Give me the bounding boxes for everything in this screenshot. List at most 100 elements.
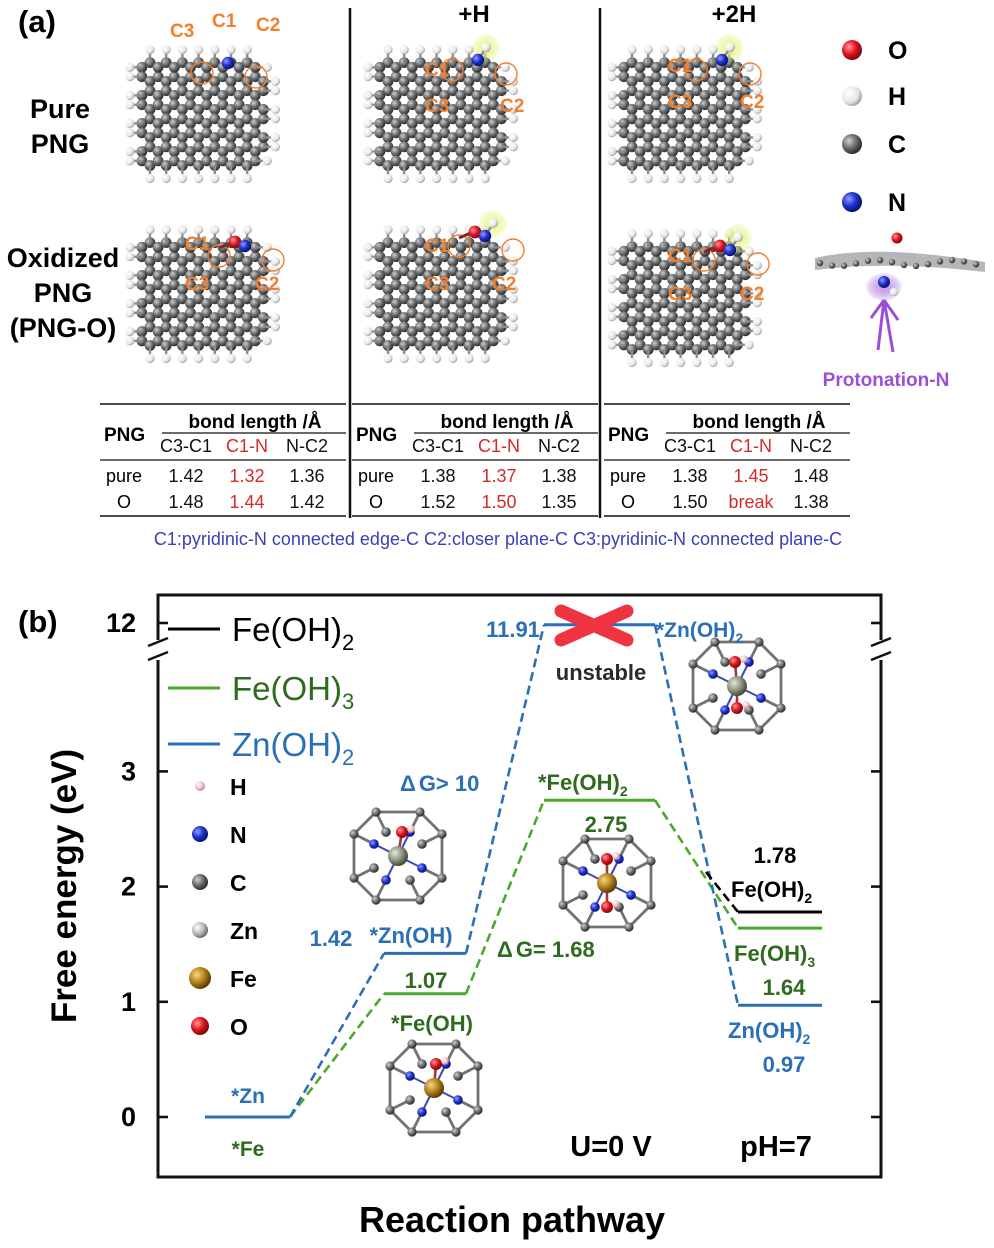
carbon-atom	[423, 99, 434, 111]
carbon-atom	[447, 132, 459, 143]
carbon-atom	[447, 160, 459, 171]
carbon-atom	[659, 160, 670, 171]
carbon-atom	[479, 284, 491, 295]
carbon-atom	[437, 873, 447, 883]
carbon-atom	[723, 316, 735, 327]
carbon-atom	[201, 307, 213, 319]
carbon-atom	[225, 321, 237, 333]
carbon-atom	[479, 104, 491, 115]
carbon-atom	[185, 270, 196, 281]
carbon-atom	[249, 99, 261, 111]
zn-oh-label: *Zn(OH)	[369, 923, 452, 948]
carbon-atom	[144, 113, 156, 125]
edge-hydrogens	[363, 225, 518, 364]
carbon-atom	[185, 279, 196, 291]
carbon-atom	[177, 293, 188, 305]
legend-atom-h-label: H	[230, 774, 247, 800]
defect-site	[692, 224, 770, 276]
table-row-label: O	[621, 492, 635, 512]
nitrogen-atom	[453, 1095, 463, 1105]
carbon-atom	[177, 256, 188, 267]
carbon-atom	[423, 71, 434, 83]
hydrogen-atom	[242, 173, 252, 184]
carbon-atom	[479, 132, 491, 143]
carbon-atom	[691, 85, 703, 97]
carbon-atom	[455, 241, 467, 253]
final-fe3-value: 1.64	[763, 975, 807, 1000]
atom-label-c3: C3	[170, 21, 194, 42]
carbon-atom	[710, 637, 720, 647]
hydrogen-atom	[752, 142, 763, 152]
carbon-atom	[659, 297, 670, 309]
atom-layer	[136, 57, 269, 171]
nitrogen-atom	[720, 705, 730, 715]
carbon-atom	[876, 256, 884, 264]
carbon-atom	[642, 316, 654, 327]
table-corner: PNG	[104, 425, 145, 446]
carbon-atom	[405, 1095, 415, 1105]
carbon-atom	[691, 316, 703, 327]
c2-marker	[261, 248, 285, 272]
carbon-atom	[471, 335, 483, 347]
carbon-atom	[423, 307, 434, 319]
table-header: bond length /Å	[441, 412, 574, 433]
carbon-atom	[168, 99, 180, 111]
hydrogen-atom	[607, 302, 617, 313]
carbon-atom	[708, 693, 718, 703]
condition-potential: U=0 V	[570, 1131, 652, 1163]
carbon-atom	[642, 132, 654, 143]
carbon-atom	[201, 298, 213, 309]
carbon-atom	[675, 104, 686, 115]
carbon-atom	[463, 284, 475, 295]
carbon-atom	[177, 85, 188, 97]
carbon-atom	[177, 312, 188, 323]
hydrogen-atom	[270, 86, 280, 96]
carbon-atom	[626, 866, 636, 876]
carbon-atom	[209, 340, 221, 351]
carbon-atom	[144, 256, 156, 267]
hydrogen-atom	[125, 280, 135, 290]
hydrogen-atom	[226, 353, 236, 364]
carbon-atom	[487, 90, 499, 101]
panel-b: (b) Free energy (eV) Reaction pathway 0 1…	[18, 593, 892, 1240]
table-column-header: C1-N	[226, 436, 268, 456]
atom-label-c3: C3	[425, 96, 449, 117]
carbon-atom	[710, 725, 720, 735]
carbon-atom	[659, 288, 670, 299]
axis-break-mark	[870, 650, 892, 662]
carbon-atom	[349, 829, 359, 839]
carbon-atom	[650, 99, 662, 111]
carbon-atom	[415, 256, 426, 267]
hydrogen-atom	[363, 298, 373, 309]
hydrogen-atom	[270, 294, 280, 304]
carbon-atom	[642, 344, 654, 355]
hydrogen-atom	[399, 45, 409, 55]
carbon-atom	[471, 307, 483, 319]
hydrogen-atom	[607, 90, 617, 100]
hydrogen-atom	[432, 45, 442, 55]
ring-bond	[455, 1043, 479, 1067]
bond-length-tables: PNG bond length /Å C3-C1 C1-N N-C2 pure 1.42 1.…	[100, 403, 850, 517]
carbon-atom	[659, 325, 670, 337]
side-view-sheet	[815, 251, 985, 272]
legend-atom-o-label: O	[230, 1014, 248, 1040]
fe-oh-value: 1.07	[405, 968, 448, 993]
carbon-atom	[249, 279, 261, 291]
carbon-atom	[209, 312, 221, 323]
carbon-atom	[415, 895, 425, 905]
carbon-atom	[776, 703, 786, 713]
hydrogen-atom	[481, 42, 491, 52]
carbon-atom	[723, 297, 735, 309]
carbon-atom	[382, 321, 394, 333]
hydrogen-atom	[125, 270, 135, 280]
hydrogen-atom	[226, 173, 236, 184]
final-zn-value: 0.97	[763, 1052, 806, 1077]
carbon-atom	[463, 132, 475, 143]
legend-label-main: Fe(OH)	[232, 670, 342, 707]
column-header-plus-2h: +2H	[712, 1, 757, 28]
hydrogen-atom	[752, 114, 763, 124]
carbon-atom	[487, 298, 499, 309]
c2-marker	[738, 62, 762, 86]
carbon-atom	[646, 856, 656, 866]
carbon-atom	[233, 90, 245, 101]
